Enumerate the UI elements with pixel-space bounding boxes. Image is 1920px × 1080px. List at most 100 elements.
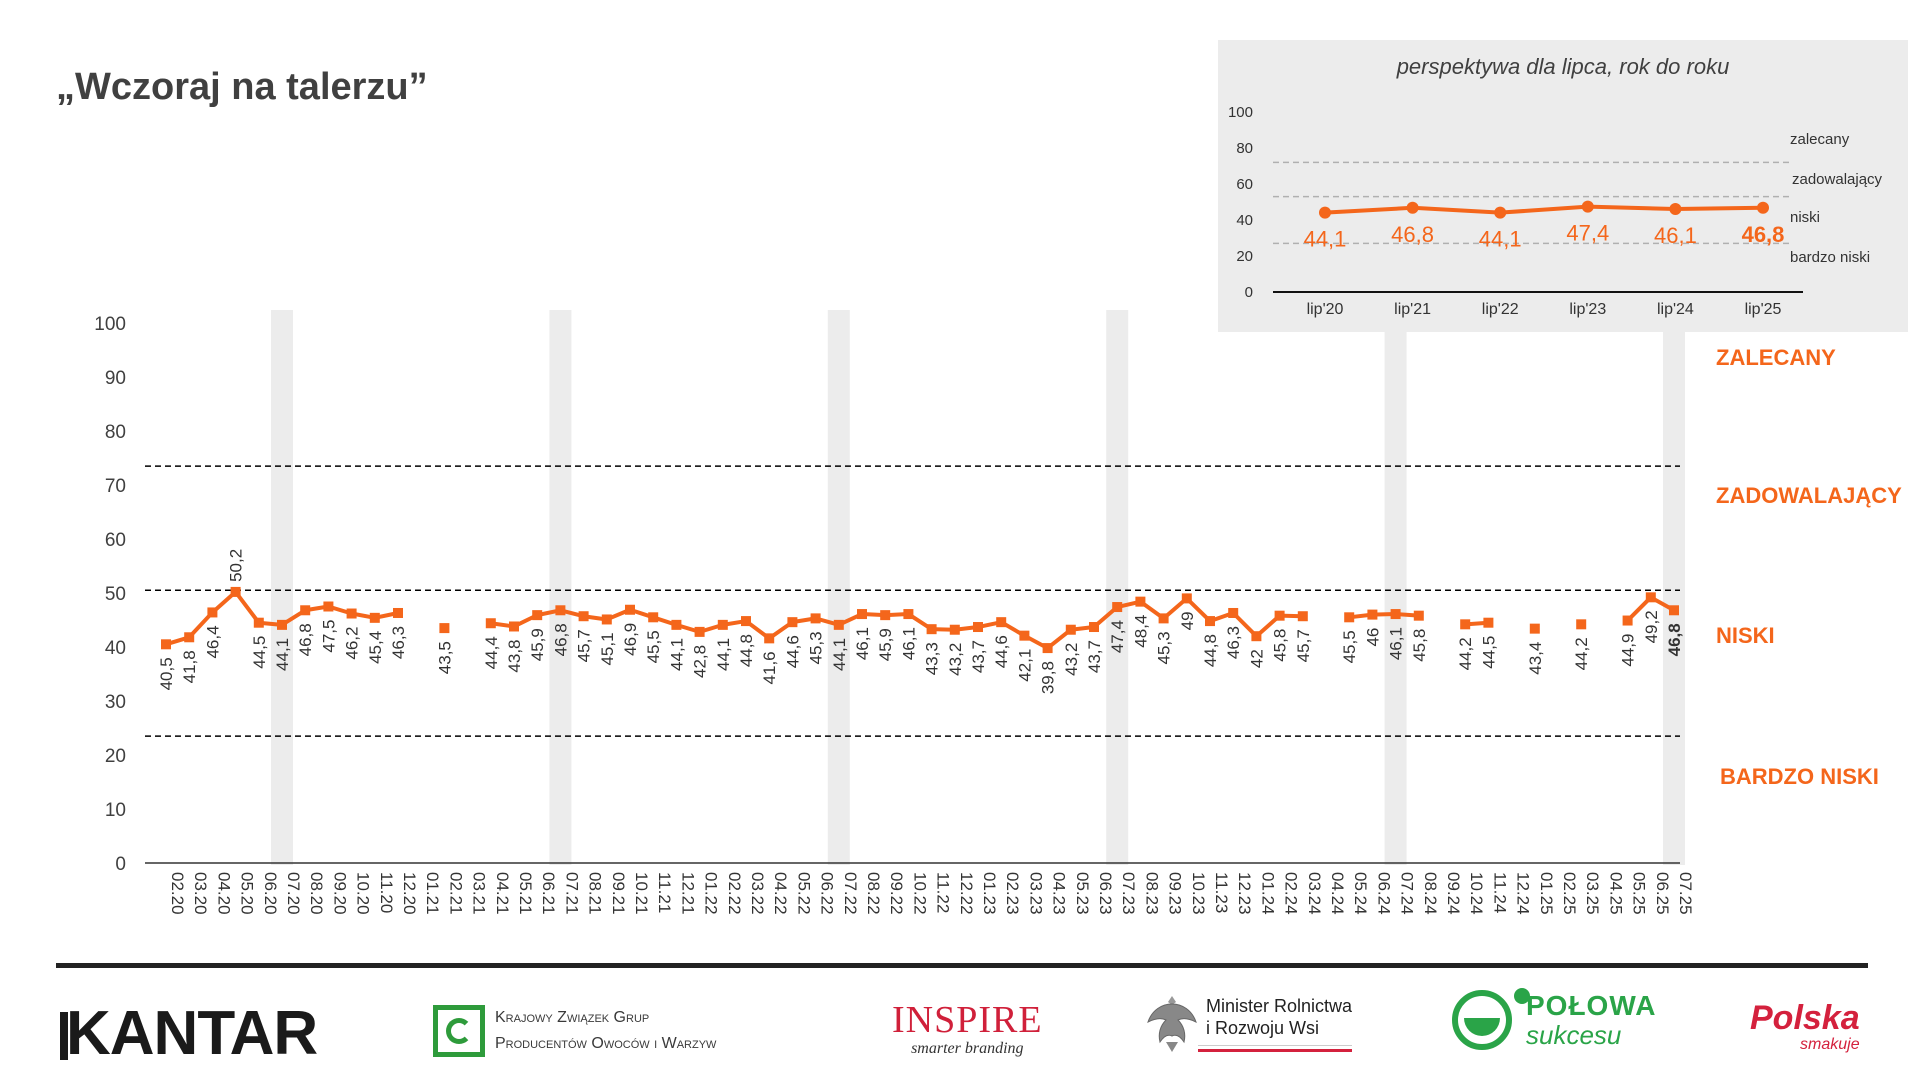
x-tick-label: 12.20 <box>400 872 419 915</box>
y-tick-label: 0 <box>115 854 126 875</box>
data-label: 45,9 <box>528 628 547 661</box>
data-point <box>926 624 937 635</box>
data-label: 44,6 <box>992 635 1011 668</box>
x-tick-label: 11.24 <box>1490 872 1509 913</box>
data-label: 46,8 <box>1665 623 1684 656</box>
data-label: 41,6 <box>760 651 779 684</box>
inset-data-label: 44,1 <box>1479 227 1522 252</box>
data-label: 44,9 <box>1619 634 1638 667</box>
polska-smakuje-logo: Polska smakuje <box>1750 1000 1860 1054</box>
x-tick-label: 05.20 <box>238 872 257 915</box>
x-tick-label: 12.23 <box>1235 872 1254 915</box>
inset-y-tick-label: 100 <box>1228 104 1253 121</box>
inset-y-tick-label: 0 <box>1245 284 1253 301</box>
data-point <box>184 632 195 643</box>
x-tick-label: 09.22 <box>887 872 906 915</box>
minister-line1: Minister Rolnictwa <box>1206 995 1353 1016</box>
x-tick-label: 10.23 <box>1189 872 1208 915</box>
x-tick-label: 02.24 <box>1282 872 1301 915</box>
x-tick-label: 08.23 <box>1142 872 1161 915</box>
x-tick-label: 11.20 <box>377 872 396 913</box>
data-label: 44,1 <box>667 638 686 671</box>
data-point <box>1181 593 1192 604</box>
inset-x-tick-label: lip'25 <box>1745 301 1782 318</box>
x-tick-label: 03.22 <box>748 872 767 915</box>
data-point <box>346 608 357 619</box>
inset-data-point <box>1494 206 1507 219</box>
inset-data-point <box>1319 206 1331 219</box>
inset-data-point <box>1581 200 1594 213</box>
data-point <box>1274 610 1285 621</box>
x-tick-label: 07.22 <box>841 872 860 915</box>
x-tick-label: 11.21 <box>655 872 674 913</box>
x-tick-label: 09.24 <box>1444 872 1463 915</box>
data-label: 45,7 <box>575 629 594 662</box>
x-tick-label: 03.20 <box>191 872 210 915</box>
kzgp-line2: Producentów Owoców i Warzyw <box>495 1035 717 1052</box>
july-yoy-inset: 0 20 40 60 80 100 zalecany zadowalający niski bar… <box>1218 40 1908 332</box>
x-tick-label: 06.22 <box>818 872 837 915</box>
x-tick-label: 09.23 <box>1166 872 1185 915</box>
data-point <box>717 619 728 630</box>
x-tick-label: 05.22 <box>794 872 813 915</box>
data-label: 43,7 <box>1085 640 1104 673</box>
data-label: 45,8 <box>1271 629 1290 662</box>
zone-label-bardzo-niski: BARDZO NISKI <box>1720 764 1879 789</box>
x-tick-label: 01.21 <box>423 872 442 915</box>
x-tick-label: 08.21 <box>586 872 605 915</box>
x-tick-label: 11.22 <box>934 872 953 913</box>
data-point <box>671 619 682 630</box>
data-label: 49 <box>1178 611 1197 630</box>
x-tick-label: 08.22 <box>864 872 883 915</box>
data-label: 46,9 <box>621 623 640 656</box>
y-tick-label: 70 <box>105 476 126 497</box>
data-label: 47,4 <box>1108 620 1127 653</box>
data-point <box>1483 617 1494 628</box>
data-label: 47,5 <box>319 620 338 653</box>
inspire-tagline: smarter branding <box>911 1040 1024 1057</box>
x-tick-label: 03.21 <box>470 872 489 915</box>
highlight-band-07.24 <box>1384 310 1407 865</box>
x-tick-label: 01.24 <box>1258 872 1277 915</box>
data-label: 41,8 <box>180 650 199 683</box>
x-tick-label: 08.20 <box>307 872 326 915</box>
data-label: 44,2 <box>1572 637 1591 670</box>
data-label: 45,7 <box>1294 629 1313 662</box>
data-label: 44,4 <box>482 636 501 669</box>
eagle-emblem-icon <box>1147 996 1197 1052</box>
inset-zone-label: niski <box>1790 209 1820 226</box>
data-point <box>880 610 891 621</box>
x-tick-label: 02.22 <box>725 872 744 915</box>
data-label: 50,2 <box>227 549 246 582</box>
x-tick-label: 04.21 <box>493 872 512 915</box>
polska-line2: smakuje <box>1800 1036 1860 1053</box>
data-point <box>300 605 311 616</box>
inset-zone-label: bardzo niski <box>1790 249 1870 266</box>
data-label: 46,1 <box>899 627 918 660</box>
data-point <box>857 609 867 620</box>
x-tick-label: 07.21 <box>562 872 581 915</box>
x-tick-label: 12.24 <box>1514 872 1533 915</box>
data-point <box>1669 605 1679 616</box>
data-point <box>1460 619 1471 630</box>
x-tick-label: 06.21 <box>539 872 558 915</box>
inset-y-tick-label: 20 <box>1236 248 1253 265</box>
x-tick-label: 07.23 <box>1119 872 1138 915</box>
x-tick-label: 10.24 <box>1467 872 1486 915</box>
zone-label-niski: NISKI <box>1716 623 1775 648</box>
data-point <box>1413 610 1424 621</box>
data-point <box>625 604 635 615</box>
y-tick-label: 20 <box>105 746 126 767</box>
x-tick-label: 12.21 <box>678 872 697 915</box>
inset-y-tick-label: 40 <box>1236 212 1253 229</box>
data-label: 43,2 <box>946 643 965 676</box>
x-tick-label: 08.24 <box>1421 872 1440 915</box>
y-tick-label: 50 <box>105 584 126 605</box>
inset-data-label: 46,8 <box>1391 222 1434 247</box>
data-point <box>277 619 287 630</box>
zone-label-zadowalajacy: ZADOWALAJĄCY <box>1716 483 1902 508</box>
inspire-logo: INSPIRE smarter branding <box>892 1000 1043 1058</box>
x-tick-label: 07.25 <box>1676 872 1695 915</box>
data-point <box>253 617 264 628</box>
data-point <box>1205 616 1215 627</box>
